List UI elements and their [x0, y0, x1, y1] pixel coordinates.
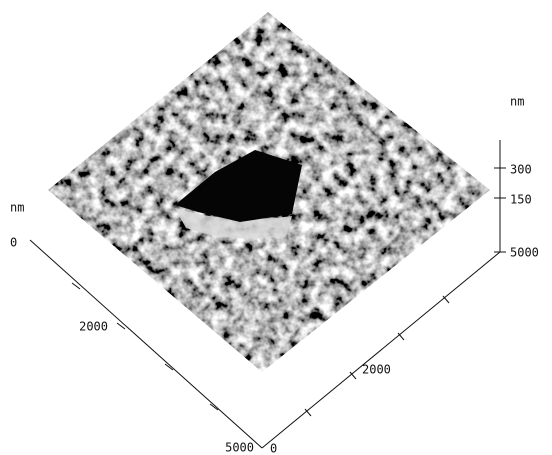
- left-tick-label: 5000: [225, 441, 254, 455]
- right-tick-label: 2000: [362, 363, 391, 377]
- right-tick-label: 0: [270, 442, 277, 455]
- left-unit: nm: [10, 201, 24, 215]
- z-tick-label: 150: [510, 193, 532, 207]
- surface: [40, 10, 500, 380]
- left-tick-label: 2000: [79, 320, 108, 334]
- right-tick-label: 5000: [510, 246, 539, 260]
- afm-figure: nm 0 2000 5000 0 2000 5000 nm 300 150: [0, 0, 552, 455]
- left-tick-label: 0: [10, 236, 17, 250]
- z-unit: nm: [510, 95, 524, 109]
- z-tick-label: 300: [510, 163, 532, 177]
